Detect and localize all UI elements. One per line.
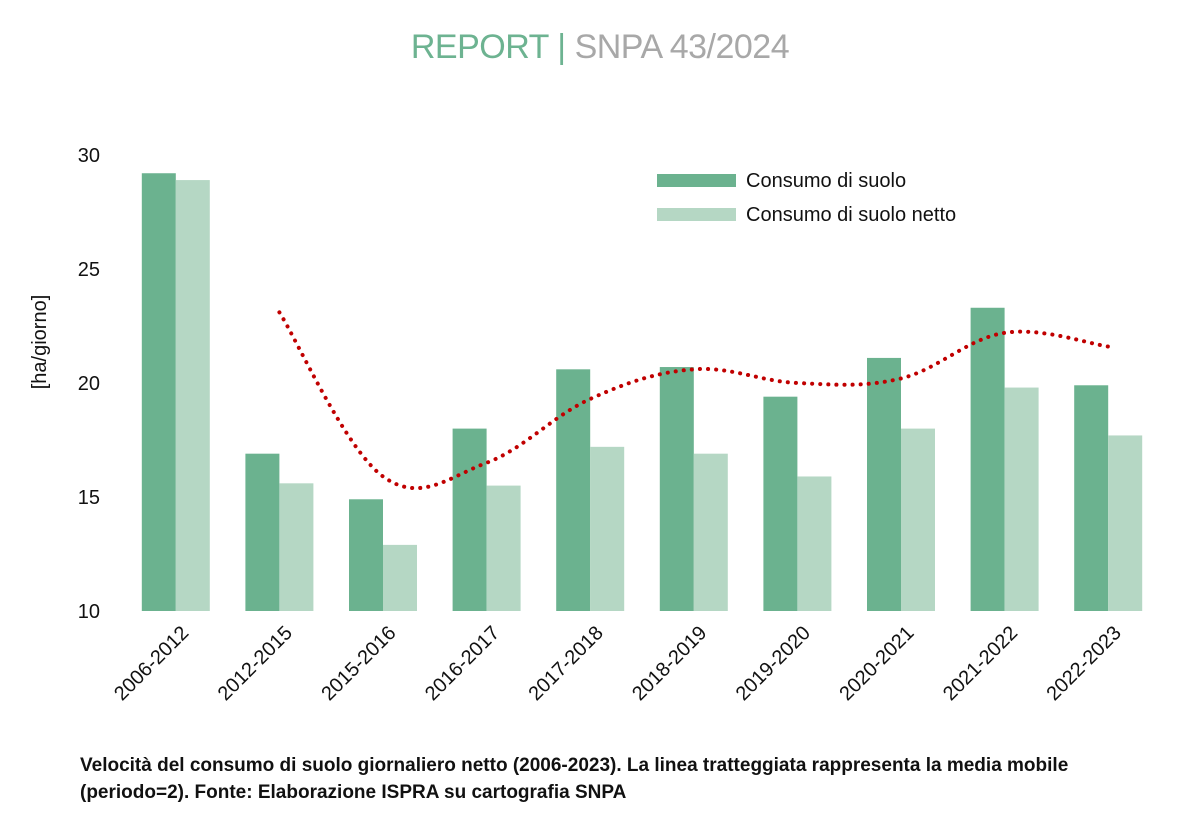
legend-label: Consumo di suolo netto <box>746 204 956 226</box>
moving-average-path <box>277 310 1111 491</box>
bar-consumo-di-suolo-netto <box>1108 435 1143 611</box>
bar-consumo-di-suolo-netto <box>279 483 314 611</box>
figure-caption: Velocità del consumo di suolo giornalier… <box>80 755 1069 803</box>
legend-swatch-consumo-di-suolo <box>657 174 736 187</box>
y-tick-label: 15 <box>78 487 100 509</box>
x-axis-labels: 2006-2012 2012-2015 2015-2016 2016-2017 2017… <box>110 622 1126 705</box>
x-category-label: 2020-2021 <box>835 622 918 705</box>
bar-consumo-di-suolo <box>970 307 1005 611</box>
bar-consumo-di-suolo <box>141 173 176 612</box>
y-tick-label: 30 <box>78 145 100 167</box>
legend: Consumo di suolo Consumo di suolo netto <box>657 170 956 226</box>
y-axis-ticks: 10 15 20 25 30 <box>78 145 100 623</box>
report-title-separator: | <box>557 28 566 66</box>
bar-consumo-di-suolo-netto <box>693 453 728 611</box>
y-tick-label: 20 <box>78 373 100 395</box>
bar-consumo-di-suolo <box>867 357 901 611</box>
x-category-label: 2022-2023 <box>1043 622 1126 705</box>
x-category-label: 2016-2017 <box>421 622 504 705</box>
x-category-label: 2021-2022 <box>939 622 1022 705</box>
x-category-label: 2018-2019 <box>628 622 711 705</box>
bar-consumo-di-suolo-netto <box>383 544 417 611</box>
x-category-label: 2015-2016 <box>317 622 400 705</box>
bar-consumo-di-suolo-netto <box>486 485 521 611</box>
bar-marks <box>141 173 1143 612</box>
x-category-label: 2019-2020 <box>732 622 815 705</box>
bar-consumo-di-suolo-netto <box>175 180 210 611</box>
report-header: REPORT | SNPA 43/2024 <box>0 28 1200 67</box>
y-axis-title: [ha/giorno] <box>29 295 51 390</box>
x-category-label: 2012-2015 <box>214 622 297 705</box>
x-category-label: 2006-2012 <box>110 622 193 705</box>
y-tick-label: 10 <box>78 601 100 623</box>
legend-label: Consumo di suolo <box>746 170 906 192</box>
x-category-label: 2017-2018 <box>525 622 608 705</box>
moving-average-line <box>277 310 1111 491</box>
bar-consumo-di-suolo <box>659 367 694 611</box>
bar-consumo-di-suolo <box>245 453 280 611</box>
bar-consumo-di-suolo <box>763 396 798 611</box>
bar-consumo-di-suolo-netto <box>590 446 625 611</box>
bar-consumo-di-suolo <box>452 428 487 611</box>
legend-swatch-consumo-di-suolo-netto <box>657 208 736 221</box>
report-title-word: REPORT <box>410 28 549 66</box>
bar-consumo-di-suolo-netto <box>1004 387 1039 611</box>
report-code: SNPA 43/2024 <box>574 28 790 66</box>
y-tick-label: 25 <box>78 259 100 281</box>
bar-consumo-di-suolo-netto <box>901 428 935 611</box>
bar-consumo-di-suolo <box>1074 385 1109 611</box>
bar-consumo-di-suolo-netto <box>797 476 832 611</box>
bar-consumo-di-suolo <box>349 499 383 611</box>
bar-consumo-di-suolo <box>556 369 591 611</box>
